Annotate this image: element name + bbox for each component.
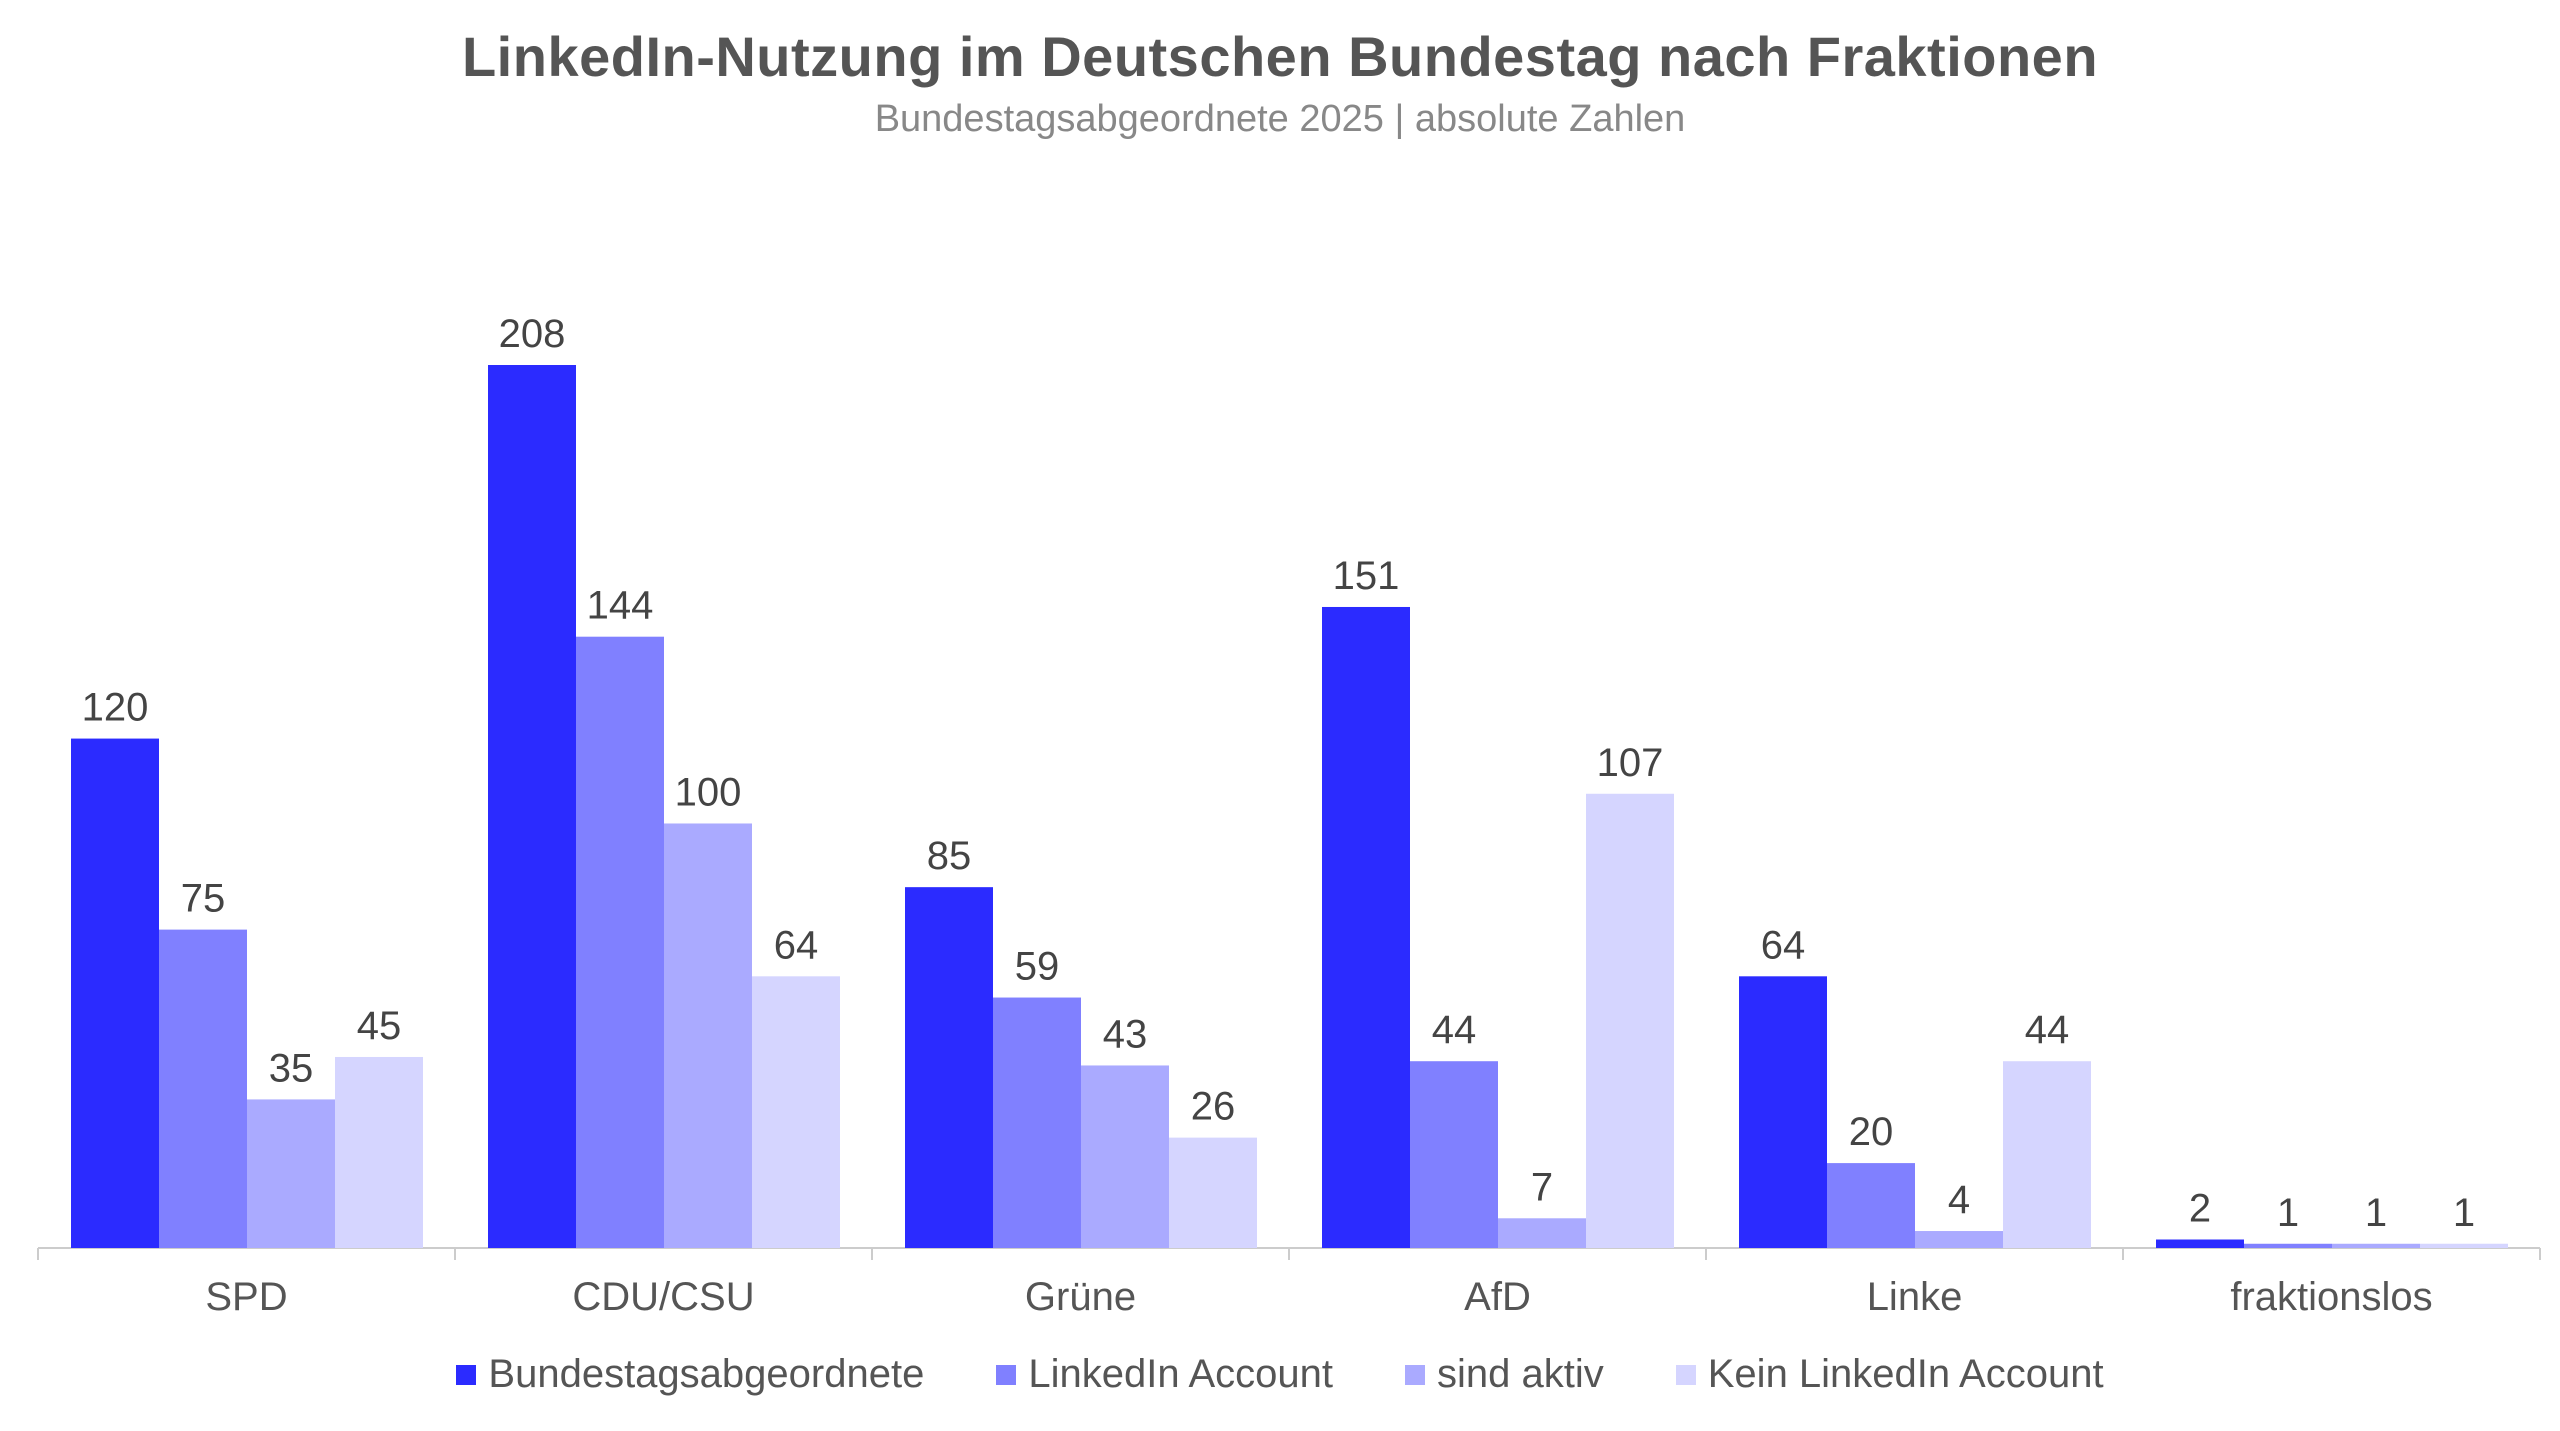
- data-label: 107: [1597, 741, 1664, 785]
- data-label: 44: [2025, 1008, 2070, 1052]
- data-label: 43: [1103, 1012, 1148, 1056]
- legend-item-sind-aktiv: sind aktiv: [1405, 1352, 1604, 1397]
- legend-label: LinkedIn Account: [1028, 1352, 1333, 1396]
- legend-item-linkedin-account: LinkedIn Account: [996, 1352, 1333, 1397]
- legend-label: Kein LinkedIn Account: [1707, 1352, 2104, 1396]
- bar-gr-ne-linkedin-account: [993, 997, 1081, 1248]
- data-label: 4: [1948, 1178, 1970, 1222]
- bar-linke-linkedin-account: [1827, 1163, 1915, 1248]
- bar-fraktionslos-kein-linkedin-account: [2420, 1243, 2508, 1248]
- data-label: 59: [1015, 945, 1060, 989]
- data-label: 1: [2365, 1191, 2387, 1235]
- bar-afd-kein-linkedin-account: [1586, 793, 1674, 1248]
- bar-cdu-csu-sind-aktiv: [664, 823, 752, 1248]
- chart-title: LinkedIn-Nutzung im Deutschen Bundestag …: [461, 25, 2099, 88]
- x-tick-label: CDU/CSU: [572, 1275, 754, 1319]
- data-label: 151: [1333, 554, 1400, 598]
- data-label: 2: [2189, 1187, 2211, 1231]
- bar-spd-kein-linkedin-account: [335, 1056, 423, 1248]
- bar-fraktionslos-bundestagsabgeordnete: [2156, 1239, 2244, 1248]
- legend-label: sind aktiv: [1437, 1352, 1604, 1396]
- data-label: 45: [357, 1004, 402, 1048]
- bar-gr-ne-sind-aktiv: [1081, 1065, 1169, 1248]
- chart-subtitle: Bundestagsabgeordnete 2025 | absolute Za…: [874, 98, 1686, 140]
- x-tick-label: AfD: [1464, 1275, 1531, 1319]
- data-label: 120: [82, 686, 149, 730]
- data-label: 1: [2277, 1191, 2299, 1235]
- bar-linke-bundestagsabgeordnete: [1739, 976, 1827, 1248]
- data-label: 144: [587, 584, 654, 628]
- bar-linke-kein-linkedin-account: [2003, 1061, 2091, 1248]
- data-label: 208: [499, 312, 566, 356]
- data-label: 64: [774, 923, 819, 967]
- bar-cdu-csu-bundestagsabgeordnete: [488, 365, 576, 1248]
- x-tick-label: Linke: [1867, 1275, 1963, 1319]
- data-label: 20: [1849, 1110, 1894, 1154]
- x-tick-label: fraktionslos: [2230, 1275, 2432, 1319]
- bar-afd-bundestagsabgeordnete: [1322, 606, 1410, 1248]
- data-label: 26: [1191, 1085, 1236, 1129]
- legend-swatch: [996, 1364, 1017, 1385]
- bar-linke-sind-aktiv: [1915, 1231, 2003, 1248]
- x-tick-label: Grüne: [1025, 1275, 1136, 1319]
- x-tick-label: SPD: [205, 1275, 287, 1319]
- legend-item-bundestagsabgeordnete: Bundestagsabgeordnete: [456, 1352, 924, 1397]
- data-label: 7: [1531, 1165, 1553, 1209]
- chart-legend: Bundestagsabgeordnete LinkedIn Account sin…: [0, 1352, 2560, 1397]
- bar-spd-linkedin-account: [159, 929, 247, 1248]
- data-label: 35: [269, 1046, 314, 1090]
- bar-afd-linkedin-account: [1410, 1061, 1498, 1248]
- data-label: 44: [1432, 1008, 1477, 1052]
- bar-afd-sind-aktiv: [1498, 1218, 1586, 1248]
- legend-label: Bundestagsabgeordnete: [488, 1352, 925, 1396]
- legend-item-kein-linkedin-account: Kein LinkedIn Account: [1675, 1352, 2104, 1397]
- bar-spd-bundestagsabgeordnete: [71, 738, 159, 1248]
- bar-cdu-csu-kein-linkedin-account: [752, 976, 840, 1248]
- bar-gr-ne-bundestagsabgeordnete: [905, 887, 993, 1248]
- legend-swatch: [456, 1364, 477, 1385]
- legend-swatch: [1675, 1364, 1696, 1385]
- data-label: 64: [1761, 923, 1806, 967]
- bar-fraktionslos-linkedin-account: [2244, 1243, 2332, 1248]
- data-label: 1: [2453, 1191, 2475, 1235]
- bar-gr-ne-kein-linkedin-account: [1169, 1137, 1257, 1248]
- data-label: 75: [181, 877, 226, 921]
- bar-fraktionslos-sind-aktiv: [2332, 1243, 2420, 1248]
- legend-swatch: [1405, 1364, 1425, 1385]
- data-label: 100: [675, 770, 742, 814]
- bar-spd-sind-aktiv: [247, 1099, 335, 1248]
- bar-cdu-csu-linkedin-account: [576, 636, 664, 1248]
- data-label: 85: [927, 834, 972, 878]
